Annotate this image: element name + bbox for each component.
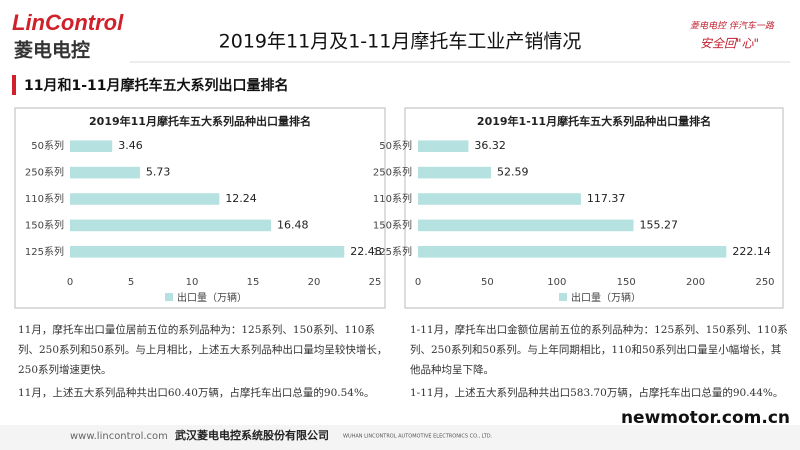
footer-url: www.lincontrol.com (70, 431, 168, 442)
note: 11月，上述五大系列品种共出口60.40万辆，占摩托车出口总量的90.54%。 (18, 387, 375, 399)
footer-company-en: WUHAN LINCONTROL AUTOMOTIVE ELECTRONICS … (343, 434, 493, 440)
logo: LinControl (12, 10, 124, 35)
x-tick-label: 5 (128, 277, 134, 288)
section-title: 11月和1-11月摩托车五大系列出口量排名 (24, 77, 289, 94)
bar (418, 193, 581, 205)
legend-swatch (165, 293, 173, 301)
value-label: 36.32 (474, 139, 506, 152)
legend-label: 出口量（万辆） (571, 291, 641, 304)
bar (418, 140, 469, 153)
watermark: newmotor.com.cn (621, 408, 790, 428)
x-tick-label: 100 (547, 277, 566, 288)
y-tick-label: 150系列 (25, 218, 64, 231)
bar (418, 166, 491, 179)
footer-company: 武汉菱电电控系统股份有限公司 (175, 428, 329, 442)
value-label: 155.27 (640, 218, 679, 231)
x-tick-label: 0 (415, 277, 421, 288)
bar (70, 166, 140, 179)
y-tick-label: 110系列 (25, 192, 64, 205)
x-tick-label: 20 (308, 277, 321, 288)
slogan: 安全回"心" (700, 37, 759, 51)
slogan: 菱电电控 伴汽车一路 (690, 21, 775, 32)
y-tick-label: 125系列 (373, 245, 412, 258)
legend-swatch (559, 293, 567, 301)
bar (70, 193, 220, 205)
value-label: 222.14 (732, 245, 771, 258)
value-label: 22.48 (350, 245, 382, 258)
section-marker (12, 75, 16, 95)
chart-panel (14, 107, 386, 309)
y-tick-label: 50系列 (379, 139, 412, 152)
y-tick-label: 50系列 (31, 139, 64, 152)
bar (70, 245, 345, 258)
x-tick-label: 25 (369, 277, 382, 288)
y-tick-label: 250系列 (373, 166, 412, 179)
bar (70, 140, 113, 153)
value-label: 52.59 (497, 166, 529, 179)
x-tick-label: 250 (755, 277, 774, 288)
y-tick-label: 125系列 (25, 245, 64, 258)
y-tick-label: 110系列 (373, 192, 412, 205)
value-label: 117.37 (587, 192, 626, 205)
value-label: 12.24 (225, 192, 257, 205)
value-label: 3.46 (118, 139, 143, 152)
note: 1-11月，上述五大系列品种共出口583.70万辆，占摩托车出口总量的90.44… (410, 387, 784, 399)
note: 1-11月，摩托车出口金额位居前五位的系列品种为：125系列、150系列、110… (410, 324, 788, 376)
note: 11月，摩托车出口量位居前五位的系列品种为：125系列、150系列、110系列、… (18, 324, 388, 376)
chart-title: 2019年1-11月摩托车五大系列品种出口量排名 (477, 114, 711, 128)
x-tick-label: 10 (186, 277, 199, 288)
y-tick-label: 150系列 (373, 218, 412, 231)
value-label: 5.73 (146, 166, 171, 179)
chart-panel (404, 107, 784, 309)
legend-label: 出口量（万辆） (177, 291, 247, 304)
bar (418, 245, 727, 258)
x-tick-label: 150 (617, 277, 636, 288)
chart-title: 2019年11月摩托车五大系列品种出口量排名 (89, 114, 311, 128)
x-tick-label: 200 (686, 277, 705, 288)
y-tick-label: 250系列 (25, 166, 64, 179)
x-tick-label: 0 (67, 277, 73, 288)
logo-cn: 菱电电控 (14, 39, 90, 62)
bar (418, 219, 634, 232)
bar (70, 219, 272, 232)
x-tick-label: 15 (247, 277, 260, 288)
page-title: 2019年11月及1-11月摩托车工业产销情况 (219, 31, 582, 53)
footer-band (0, 425, 800, 450)
x-tick-label: 50 (481, 277, 494, 288)
value-label: 16.48 (277, 218, 309, 231)
